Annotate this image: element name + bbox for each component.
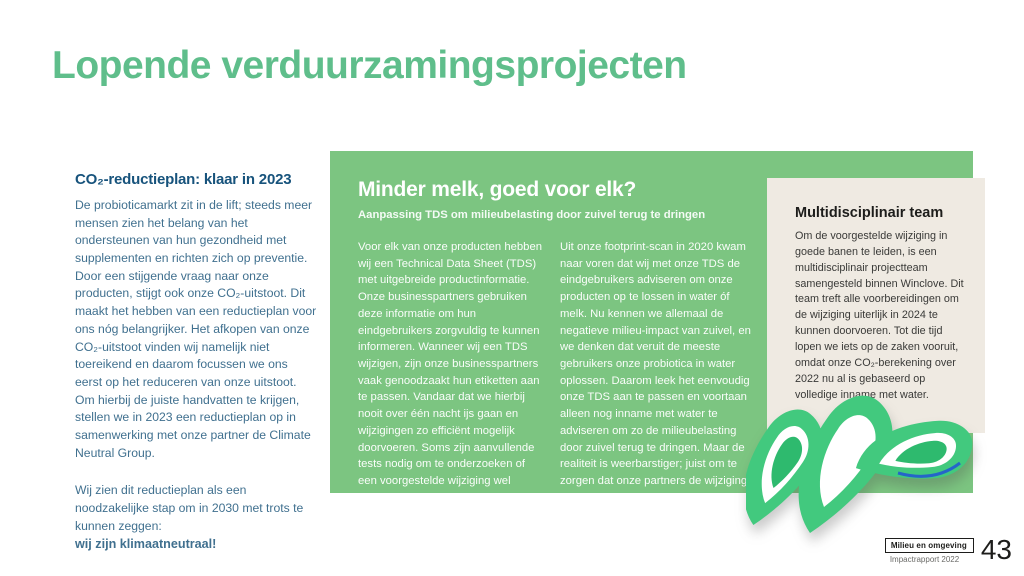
leaf-blue-accent-line: [897, 461, 961, 478]
article-closing: Wij zien dit reductieplan als een noodza…: [75, 483, 304, 533]
leaf-droplets-graphic: [746, 391, 983, 533]
article-body: De probioticamarkt zit in de lift; steed…: [75, 198, 317, 460]
article-closing-bold: wij zijn klimaatneutraal!: [75, 537, 217, 552]
feature-columns: Voor elk van onze producten hebben wij e…: [358, 239, 945, 540]
feature-subheading: Aanpassing TDS om milieubelasting door z…: [358, 209, 706, 221]
article-heading: CO₂-reductieplan: klaar in 2023: [75, 171, 292, 188]
page-footer: Milieu en omgeving Impactrapport 2022 43: [884, 533, 1012, 565]
side-card: Multidisciplinair team Om de voorgesteld…: [767, 178, 985, 433]
side-card-body: Om de voorgestelde wijziging in goede ba…: [795, 230, 964, 401]
footer-report: Impactrapport 2022: [889, 555, 960, 564]
page-title: Lopende verduurzamingsprojecten: [52, 44, 687, 87]
footer-meta: Milieu en omgeving Impactrapport 2022: [884, 535, 974, 564]
feature-column-2: Uit onze footprint-scan in 2020 kwam naa…: [560, 241, 751, 538]
feature-heading: Minder melk, goed voor elk?: [358, 178, 637, 201]
feature-column-1: Voor elk van onze producten hebben wij e…: [358, 241, 543, 504]
footer-category: Milieu en omgeving: [884, 538, 974, 553]
side-card-heading: Multidisciplinair team: [795, 205, 944, 221]
left-article-column: CO₂-reductieplan: klaar in 2023 De probi…: [75, 171, 317, 576]
footer-page-number: 43: [980, 533, 1012, 565]
